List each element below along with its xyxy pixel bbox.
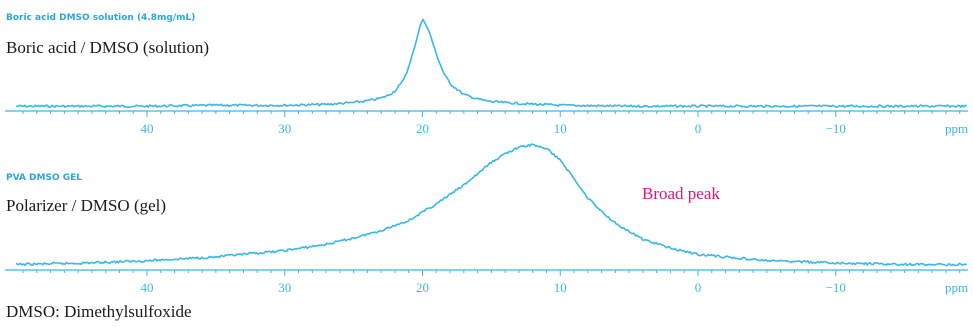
panel-1-tag: Boric acid DMSO solution (4.8mg/mL) — [6, 13, 196, 23]
x-tick-label: 0 — [695, 121, 702, 136]
spectrum-series-line — [16, 18, 967, 109]
panel-2-label: Polarizer / DMSO (gel) — [6, 196, 167, 215]
panel-1-label: Boric acid / DMSO (solution) — [6, 38, 210, 57]
panel-1-plot: 40 30 20 10 0 −10 ppm — [5, 18, 968, 136]
x-tick-label: 20 — [416, 121, 429, 136]
x-tick-label: 0 — [695, 280, 702, 295]
x-tick-label: −10 — [826, 280, 846, 295]
spectrum-series-line — [15, 143, 967, 267]
x-tick-label: 10 — [554, 280, 567, 295]
x-axis-unit-label: ppm — [945, 280, 968, 295]
x-tick-label: 30 — [278, 121, 291, 136]
panel-2-plot: 40 30 20 10 0 −10 ppm — [5, 143, 968, 295]
x-tick-label: 10 — [554, 121, 567, 136]
x-tick-label: 40 — [141, 121, 154, 136]
broad-peak-annotation: Broad peak — [642, 184, 720, 203]
x-tick-label: −10 — [826, 121, 846, 136]
x-axis-unit-label: ppm — [945, 121, 968, 136]
footnote: DMSO: Dimethylsulfoxide — [6, 302, 192, 321]
panel-2-tag: PVA DMSO GEL — [6, 173, 83, 183]
x-tick-label: 40 — [141, 280, 154, 295]
x-tick-label: 30 — [278, 280, 291, 295]
x-tick-label: 20 — [416, 280, 429, 295]
